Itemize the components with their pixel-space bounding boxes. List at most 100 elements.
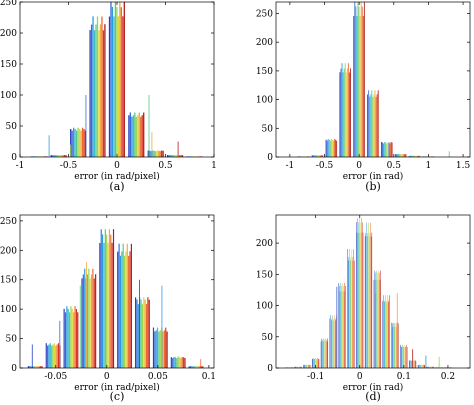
histogram-bar (80, 130, 82, 157)
histogram-bar (104, 24, 106, 157)
x-axis-label: error (in rad/pixel) (74, 382, 159, 393)
histogram-bar (328, 139, 330, 157)
histogram-bar (377, 90, 379, 157)
x-tick-label: 0.1 (202, 372, 216, 382)
histogram-bar (120, 7, 122, 157)
histogram-bar (141, 115, 143, 157)
y-tick-label: 50 (262, 333, 274, 343)
histogram-bar (178, 155, 181, 157)
histogram-bar (191, 366, 193, 368)
histogram-bar (354, 2, 356, 157)
histogram-bar (341, 63, 343, 157)
histogram-bar (143, 297, 145, 368)
histogram-bar (400, 154, 402, 157)
histogram-bar (394, 153, 396, 157)
histogram-bar (339, 72, 341, 157)
histogram-bar (370, 94, 372, 157)
axes-frame (19, 214, 215, 369)
y-tick-label: 100 (256, 96, 273, 106)
histogram-bar (38, 366, 40, 368)
x-tick-label: 0.5 (387, 161, 402, 171)
histogram-bar (417, 155, 419, 157)
histogram-bar (137, 115, 139, 157)
histogram-bar (135, 116, 137, 157)
x-tick-label: 1 (211, 161, 217, 171)
histogram-bar (110, 234, 112, 368)
histogram-bar (369, 96, 371, 157)
x-tick-label: -0.5 (60, 161, 78, 171)
panel-b: -1 -0.5 0 0.5 1 1.5 0 50 100 150 200 250 error (in r… (256, 1, 471, 193)
histogram-bar (90, 24, 93, 157)
panel-caption: (d) (365, 390, 381, 403)
histogram-bar (134, 112, 136, 157)
x-tick-label: -0.5 (316, 161, 334, 171)
histogram-bar (356, 16, 358, 157)
histogram-bar (390, 141, 392, 157)
histogram-bar (181, 356, 183, 368)
histogram-bar (101, 16, 103, 157)
histogram-bar (71, 308, 73, 368)
histogram-bar (319, 155, 321, 157)
axes-frame (275, 1, 471, 158)
histogram-bar (170, 357, 172, 368)
histogram-bar (123, 255, 126, 368)
histogram-bar (174, 155, 176, 157)
histogram-bar (355, 6, 357, 157)
histogram-bar (100, 229, 102, 368)
histogram-bar (381, 142, 382, 157)
histogram-bar (74, 128, 76, 157)
histogram-bar (41, 366, 43, 368)
histogram-bar (53, 155, 55, 157)
histogram-bar (399, 154, 400, 157)
histogram-bar (199, 366, 201, 368)
histogram-bar (419, 155, 421, 157)
histogram-bar (314, 155, 316, 157)
y-tick-label: 200 (256, 38, 273, 48)
histogram-bar (56, 155, 58, 157)
histogram-bar (147, 297, 149, 368)
histogram-bar (334, 138, 335, 157)
histogram-bar (152, 327, 155, 368)
histogram-bar (63, 155, 66, 157)
histogram-bar (404, 153, 406, 157)
histogram-bar (402, 154, 404, 157)
histogram-bar (360, 2, 362, 157)
histogram-bar (131, 116, 133, 157)
histogram-bar (116, 7, 118, 157)
histogram-bar (82, 274, 84, 368)
histogram-bar (174, 357, 177, 368)
histogram-bar (117, 16, 120, 157)
histogram-bar (130, 243, 132, 368)
y-tick-label: 150 (0, 60, 17, 70)
histogram-bar (159, 330, 161, 368)
histogram-bar (59, 155, 61, 157)
histogram-bar (345, 72, 347, 157)
histogram-bar (198, 366, 200, 368)
histogram-bar (77, 312, 79, 368)
histogram-bar (184, 358, 186, 368)
histogram-bar (335, 139, 336, 157)
histogram-bar (61, 155, 63, 157)
histogram-bar (55, 345, 57, 368)
y-tick-label: 150 (256, 67, 273, 77)
histogram-bar (153, 150, 155, 157)
histogram-bar (93, 278, 95, 368)
histogram-bar (104, 229, 106, 368)
histogram-bar (47, 345, 49, 368)
histogram-bar (95, 24, 97, 157)
plot-area (285, 218, 452, 368)
histogram-bar (325, 139, 327, 157)
histogram-bar (55, 155, 57, 157)
histogram-bar (118, 243, 120, 368)
x-tick-label: -0.1 (307, 372, 324, 382)
histogram-bar (384, 142, 386, 157)
histogram-bar (84, 268, 86, 368)
histogram-bar (57, 343, 60, 368)
histogram-bar (416, 155, 418, 157)
histogram-bar (110, 2, 112, 157)
histogram-bar (415, 155, 416, 157)
histogram-bar (99, 24, 102, 157)
histogram-bar (194, 366, 196, 368)
histogram-bar (50, 155, 52, 157)
histogram-bar (313, 155, 315, 157)
